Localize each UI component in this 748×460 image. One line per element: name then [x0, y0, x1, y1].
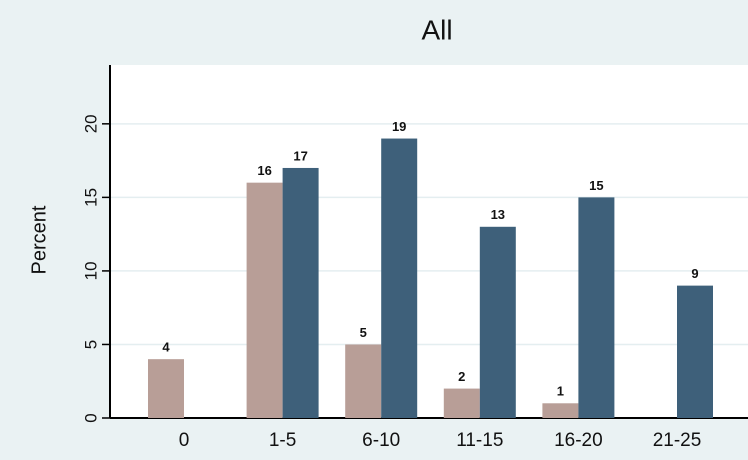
- bar: [443, 388, 480, 418]
- value-label: 13: [491, 207, 505, 222]
- bar: [578, 197, 615, 418]
- x-tick-label: 0: [179, 430, 190, 451]
- y-axis-label: Percent: [28, 205, 50, 274]
- bar: [282, 167, 319, 418]
- x-tick-label: 16-20: [554, 430, 603, 451]
- value-label: 4: [162, 340, 170, 355]
- y-tick-label: 20: [81, 114, 100, 133]
- value-label: 17: [293, 148, 307, 163]
- value-label: 16: [257, 163, 271, 178]
- chart-title: All: [421, 14, 452, 45]
- bar: [381, 138, 418, 418]
- value-label: 2: [458, 369, 465, 384]
- y-tick-label: 15: [81, 188, 100, 207]
- value-label: 9: [691, 266, 698, 281]
- bar: [246, 182, 283, 418]
- y-tick-label: 0: [81, 413, 100, 422]
- value-label: 1: [557, 384, 564, 399]
- y-tick-label: 10: [81, 261, 100, 280]
- x-tick-label: 1-5: [269, 430, 296, 451]
- bar: [345, 344, 382, 418]
- x-tick-label: 11-15: [456, 430, 503, 451]
- y-tick-label: 5: [81, 340, 100, 349]
- bar: [677, 285, 713, 418]
- value-label: 5: [360, 325, 367, 340]
- x-tick-label: 6-10: [362, 430, 400, 451]
- value-label: 19: [392, 119, 406, 134]
- x-tick-label: 21-25: [653, 430, 702, 451]
- bar: [542, 403, 579, 418]
- bar: [479, 226, 516, 418]
- plot-area: [110, 65, 748, 418]
- value-label: 15: [589, 178, 603, 193]
- bar: [148, 359, 184, 418]
